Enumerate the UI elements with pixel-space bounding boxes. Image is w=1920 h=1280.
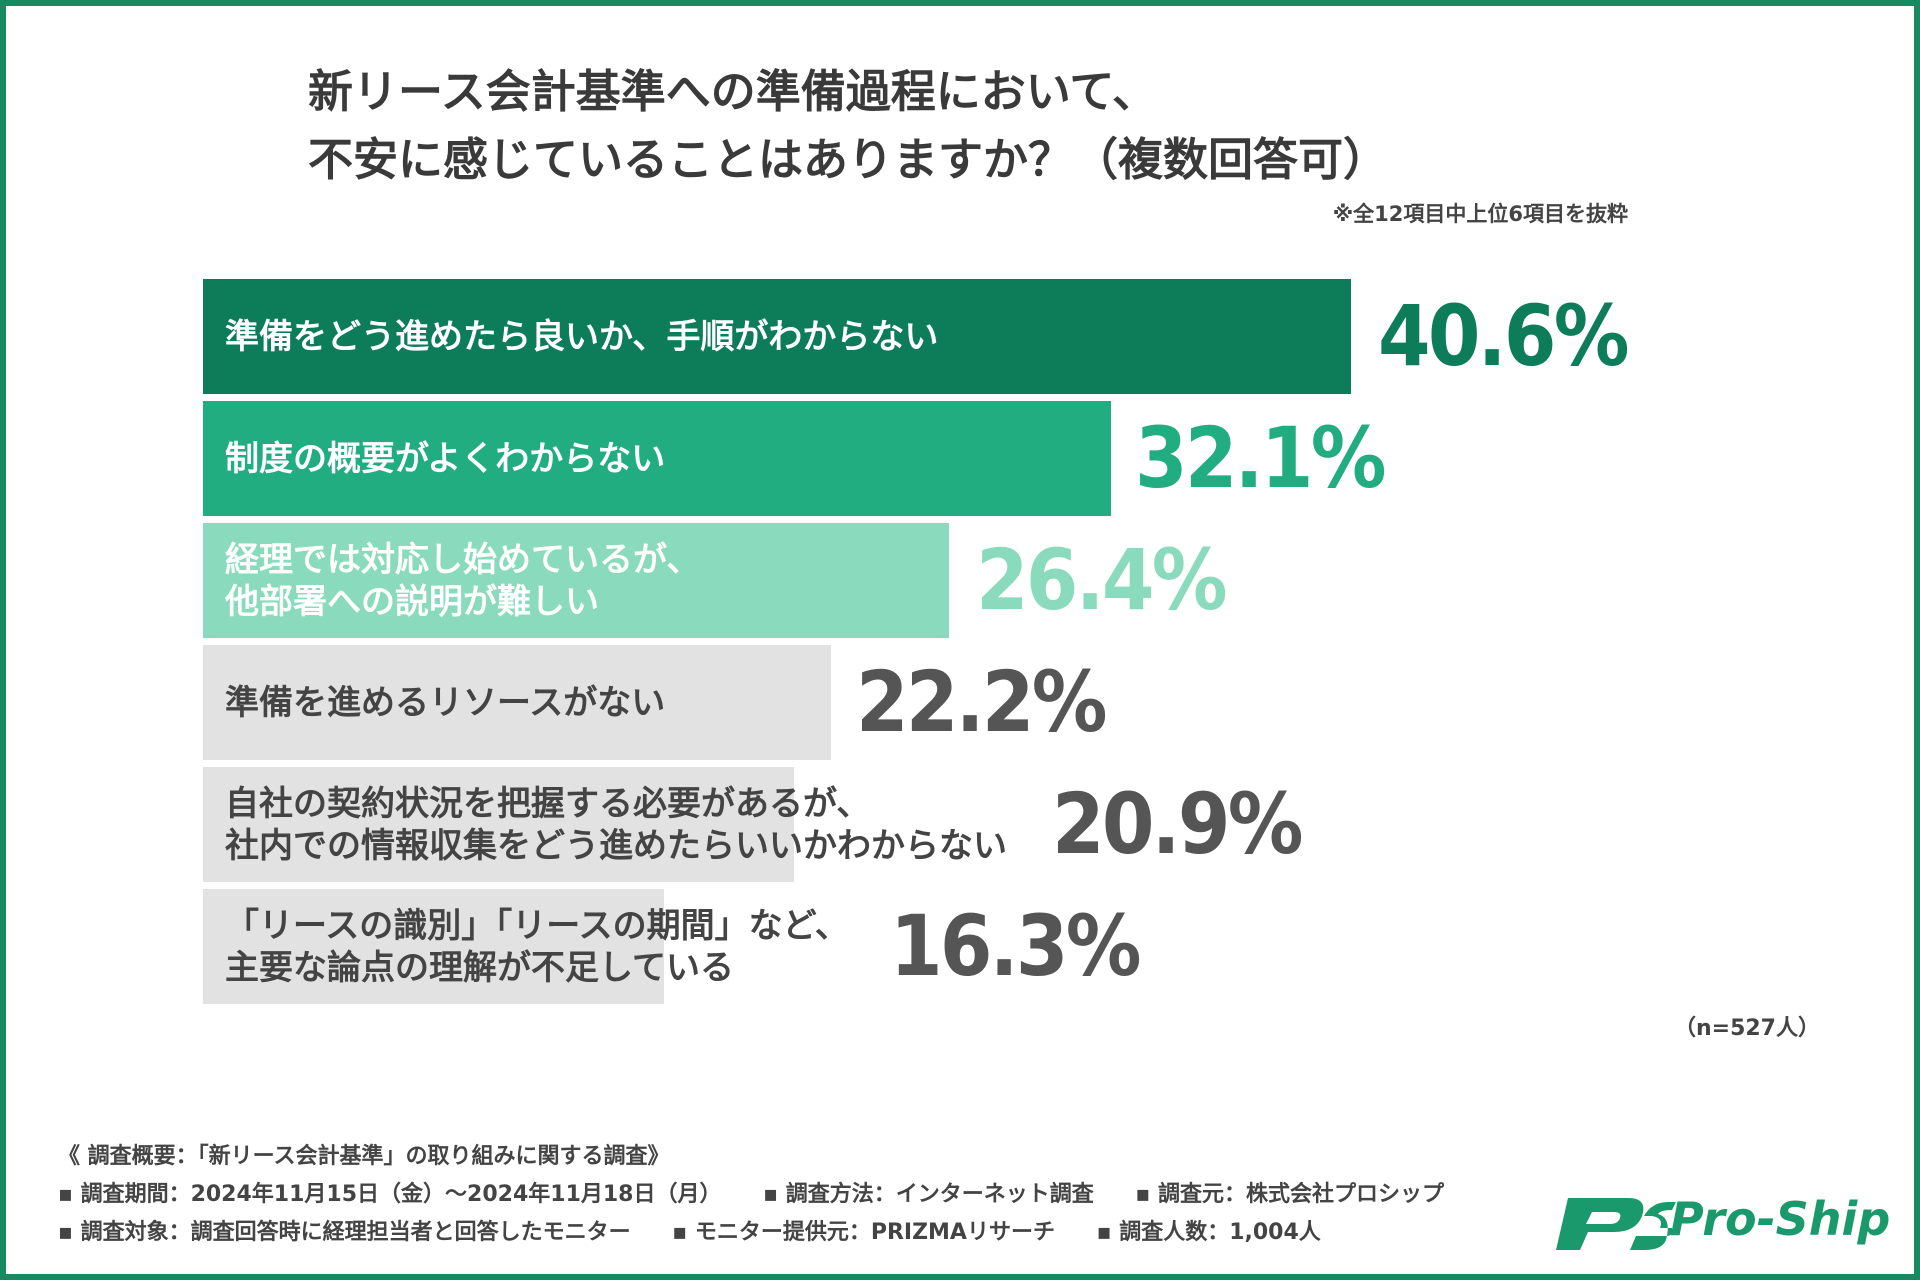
bar-4 — [203, 645, 831, 760]
bar-2 — [203, 401, 1111, 516]
pro-ship-logo: Pro-Ship — [1548, 1188, 1898, 1258]
bar-label-6: 「リースの識別」「リースの期間」など、 主要な論点の理解が不足している — [225, 905, 849, 988]
bar-5 — [203, 767, 794, 882]
bar-value-6: 16.3% — [890, 897, 1141, 995]
bar-label-3: 経理では対応し始めているが、 他部署への説明が難しい — [225, 539, 701, 622]
survey-period: ▪ 調査期間：2024年11月15日（金）〜2024年11月18日（月） — [58, 1182, 722, 1207]
bar-6 — [203, 889, 664, 1004]
logo-wordmark: Pro-Ship — [1670, 1192, 1891, 1246]
bar-3 — [203, 523, 949, 638]
survey-line-3: ▪ 調査対象：調査回答時に経理担当者と回答したモニター ▪ モニター提供元：PR… — [58, 1214, 1558, 1252]
survey-target: ▪ 調査対象：調査回答時に経理担当者と回答したモニター — [58, 1220, 631, 1245]
survey-line-2: ▪ 調査期間：2024年11月15日（金）〜2024年11月18日（月） ▪ 調… — [58, 1176, 1558, 1214]
bar-label-1: 準備をどう進めたら良いか、手順がわからない — [225, 316, 939, 357]
bar-label-2: 制度の概要がよくわからない — [225, 438, 666, 479]
sample-size: （n=527人） — [1673, 1016, 1820, 1041]
bar-value-4: 22.2% — [856, 653, 1107, 751]
selection-note: ※全12項目中上位6項目を抜粋 — [1332, 202, 1628, 226]
survey-source: ▪ 調査元：株式会社プロシップ — [1135, 1182, 1444, 1207]
survey-method: ▪ 調査方法：インターネット調査 — [763, 1182, 1094, 1207]
bar-label-4: 準備を進めるリソースがない — [225, 682, 666, 723]
bar-value-3: 26.4% — [976, 531, 1227, 629]
chart-title: 新リース会計基準への準備過程において、 不安に感じていることはありますか？（複数… — [308, 58, 1608, 194]
bar-1 — [203, 279, 1351, 394]
bar-value-1: 40.6% — [1378, 287, 1629, 385]
survey-overview: 《 調査概要：「新リース会計基準」の取り組みに関する調査》 ▪ 調査期間：202… — [58, 1138, 1558, 1252]
bar-value-2: 32.1% — [1135, 409, 1386, 507]
survey-heading: 《 調査概要：「新リース会計基準」の取り組みに関する調査》 — [58, 1144, 670, 1169]
title-line-2: 不安に感じていることはありますか？（複数回答可） — [308, 133, 1389, 186]
ps-logo-mark-icon — [1556, 1198, 1676, 1250]
title-line-1: 新リース会計基準への準備過程において、 — [308, 65, 1158, 118]
bar-label-5: 自社の契約状況を把握する必要があるが、 社内での情報収集をどう進めたらいいかわか… — [225, 783, 1007, 866]
survey-count: ▪ 調査人数：1,004人 — [1096, 1220, 1321, 1245]
survey-provider: ▪ モニター提供元：PRIZMAリサーチ — [672, 1220, 1055, 1245]
bar-value-5: 20.9% — [1052, 775, 1303, 873]
